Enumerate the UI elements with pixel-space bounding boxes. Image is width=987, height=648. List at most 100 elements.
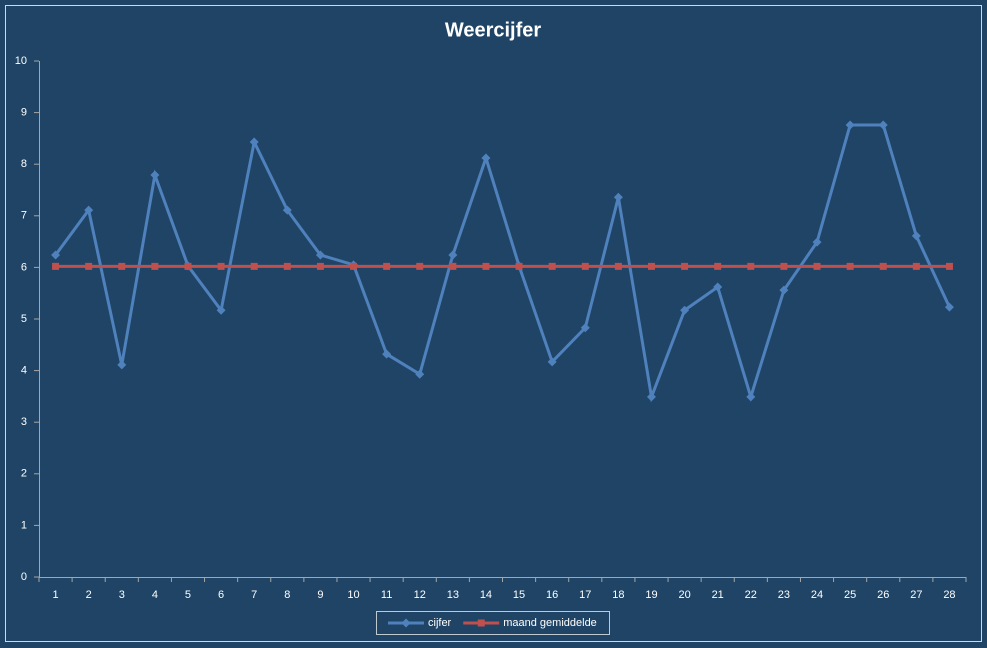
marker [646,392,656,402]
legend-label: cijfer [428,617,452,629]
legend-box [376,611,610,635]
marker [613,192,623,202]
x-tick-label: 3 [119,589,125,601]
x-tick-label: 2 [86,589,92,601]
y-tick-label: 1 [21,519,27,531]
y-tick-label: 8 [21,158,27,170]
marker [449,262,457,270]
x-tick-label: 9 [317,589,323,601]
marker [118,262,126,270]
y-tick-label: 3 [21,416,27,428]
marker [249,137,259,147]
y-tick-label: 9 [21,107,27,119]
x-tick-label: 4 [152,589,158,601]
marker [813,262,821,270]
x-tick-label: 21 [712,589,724,601]
x-tick-label: 6 [218,589,224,601]
marker [383,262,391,270]
x-tick-label: 22 [745,589,757,601]
marker [401,618,411,628]
x-tick-label: 14 [480,589,492,601]
marker [878,120,888,130]
marker [548,262,556,270]
marker [477,619,485,627]
y-tick-label: 4 [21,365,27,377]
marker [713,282,723,292]
marker [911,231,921,241]
marker [184,262,192,270]
marker [812,237,822,247]
x-tick-label: 20 [678,589,690,601]
marker [216,305,226,315]
marker [647,262,655,270]
marker [681,262,689,270]
marker [747,262,755,270]
x-tick-label: 23 [778,589,790,601]
marker [845,120,855,130]
marker [315,250,325,260]
y-tick-label: 6 [21,261,27,273]
marker [482,262,490,270]
marker [250,262,258,270]
marker [746,392,756,402]
marker [580,323,590,333]
y-tick-label: 7 [21,210,27,222]
x-tick-label: 28 [943,589,955,601]
x-tick-label: 18 [612,589,624,601]
marker [316,262,324,270]
marker [448,250,458,260]
marker [117,360,127,370]
x-tick-label: 10 [347,589,359,601]
x-tick-label: 11 [381,589,392,601]
marker [52,262,60,270]
marker [547,357,557,367]
x-tick-label: 27 [910,589,922,601]
chart-title: Weercijfer [445,19,542,41]
x-tick-label: 8 [284,589,290,601]
marker [84,205,94,215]
marker [51,250,61,260]
y-tick-label: 0 [21,571,27,583]
marker [944,302,954,312]
x-tick-label: 1 [52,589,58,601]
x-tick-label: 25 [844,589,856,601]
marker [416,262,424,270]
y-tick-label: 10 [15,55,27,67]
marker [151,262,159,270]
marker [846,262,854,270]
marker [714,262,722,270]
marker [481,153,491,163]
marker [350,262,358,270]
legend-label: maand gemiddelde [503,617,597,629]
marker [382,349,392,359]
x-tick-label: 5 [185,589,191,601]
marker [680,305,690,315]
x-tick-label: 19 [645,589,657,601]
marker [879,262,887,270]
x-tick-label: 15 [513,589,525,601]
marker [614,262,622,270]
chart-border [5,5,982,642]
x-tick-label: 26 [877,589,889,601]
marker [85,262,93,270]
marker [945,262,953,270]
y-tick-label: 2 [21,468,27,480]
x-tick-label: 13 [447,589,459,601]
x-tick-label: 16 [546,589,558,601]
marker [515,262,523,270]
y-tick-label: 5 [21,313,27,325]
x-tick-label: 12 [414,589,426,601]
marker [912,262,920,270]
x-tick-label: 7 [251,589,257,601]
marker [283,262,291,270]
marker [581,262,589,270]
marker [150,170,160,180]
x-tick-label: 17 [579,589,591,601]
marker [217,262,225,270]
marker [779,285,789,295]
marker [415,369,425,379]
marker [282,205,292,215]
x-tick-label: 24 [811,589,823,601]
